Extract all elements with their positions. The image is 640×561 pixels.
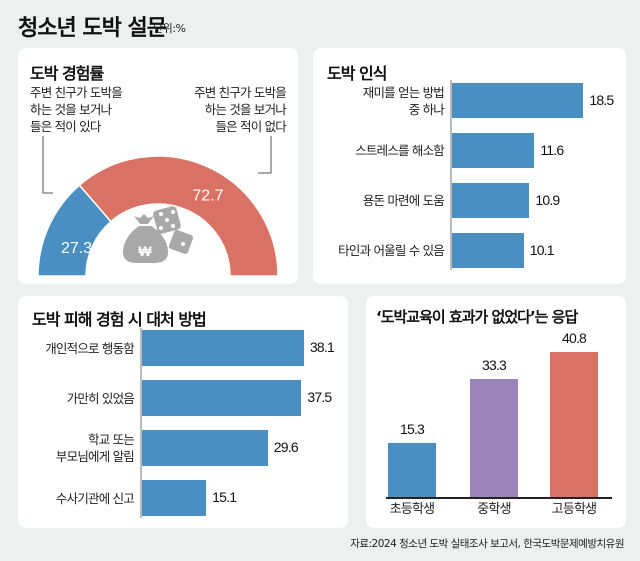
category-label: 재미를 얻는 방법 중 하나: [362, 84, 445, 117]
perception-axis: [450, 80, 452, 270]
bar: [142, 430, 268, 466]
leader-line-no: [258, 136, 272, 174]
money-bag-icon: [134, 214, 154, 224]
slice-label-no: 주변 친구가 도박을 하는 것을 보거나 들은 적이 없다: [194, 85, 287, 134]
category-label: 개인적으로 행동함: [45, 340, 135, 356]
value-label: 40.8: [561, 330, 587, 347]
education-baseline: [386, 497, 612, 499]
half-donut-chart: 27.3 72.7 ₩: [37, 136, 279, 277]
category-label: 학교 또는 부모님에게 알림: [55, 432, 135, 464]
category-label: 수사기관에 신고: [55, 490, 135, 506]
bar: [550, 352, 598, 497]
experience-rate-title: 도박 경험률: [30, 64, 104, 83]
damage-response-title: 도박 피해 경험 시 대처 방법: [32, 310, 207, 329]
bar: [470, 378, 518, 497]
category-label: 고등학생: [551, 502, 597, 517]
bar: [452, 183, 530, 218]
value-label: 10.1: [529, 241, 555, 258]
value-label: 33.3: [481, 356, 507, 373]
bar: [142, 380, 302, 416]
bar: [452, 233, 524, 268]
slice-value-no: 72.7: [192, 188, 223, 205]
money-bag-and-dice-icon: ₩: [123, 206, 193, 263]
slice-label-yes: 주변 친구가 도박을 하는 것을 보거나 들은 적이 있다: [30, 85, 123, 134]
source-note: 자료:2024 청소년 도박 실태조사 보고서, 한국도박문제예방치유원: [350, 538, 624, 550]
damage-response-axis: [140, 328, 142, 518]
category-label: 초등학생: [389, 502, 435, 517]
value-label: 37.5: [307, 389, 332, 405]
category-label: 중학생: [477, 502, 511, 517]
education-title: ‘도박교육이 효과가 없었다’는 응답: [376, 308, 578, 326]
category-label: 용돈 마련에 도움: [362, 193, 445, 208]
category-label: 스트레스를 해소함: [355, 143, 445, 158]
value-label: 11.6: [540, 141, 564, 158]
value-label: 29.6: [273, 439, 299, 455]
page-title: 청소년 도박 설문: [18, 16, 167, 41]
bar: [142, 480, 207, 516]
slice-no: [78, 155, 279, 277]
bar: [142, 330, 304, 366]
perception-card: 도박 인식 재미를 얻는 방법 중 하나 18.5 스트레스를 해소함 11.6 용돈 마…: [313, 48, 626, 284]
value-label: 18.5: [589, 91, 614, 108]
bar: [452, 83, 584, 118]
category-label: 가만히 있었음: [66, 390, 135, 406]
perception-title: 도박 인식: [327, 64, 387, 83]
value-label: 15.1: [212, 489, 237, 505]
unit-label: 단위:%: [153, 22, 186, 35]
value-label: 10.9: [535, 191, 560, 208]
bar: [388, 442, 436, 497]
svg-text:₩: ₩: [138, 243, 152, 259]
value-label: 38.1: [309, 339, 335, 355]
leader-line-yes: [42, 136, 53, 194]
dice-icon: [153, 206, 193, 254]
bar: [452, 133, 535, 168]
damage-response-card: 도박 피해 경험 시 대처 방법 개인적으로 행동함 38.1 가만히 있었음 37.…: [18, 296, 348, 528]
value-label: 15.3: [399, 420, 425, 437]
experience-rate-card: 도박 경험률 주변 친구가 도박을 하는 것을 보거나 들은 적이 있다 주변 …: [18, 48, 298, 284]
slice-value-yes: 27.3: [61, 240, 92, 257]
category-label: 타인과 어울릴 수 있음: [338, 243, 445, 258]
education-card: ‘도박교육이 효과가 없었다’는 응답 15.3 초등학생 33.3 중학생 40.8 고…: [366, 296, 626, 528]
